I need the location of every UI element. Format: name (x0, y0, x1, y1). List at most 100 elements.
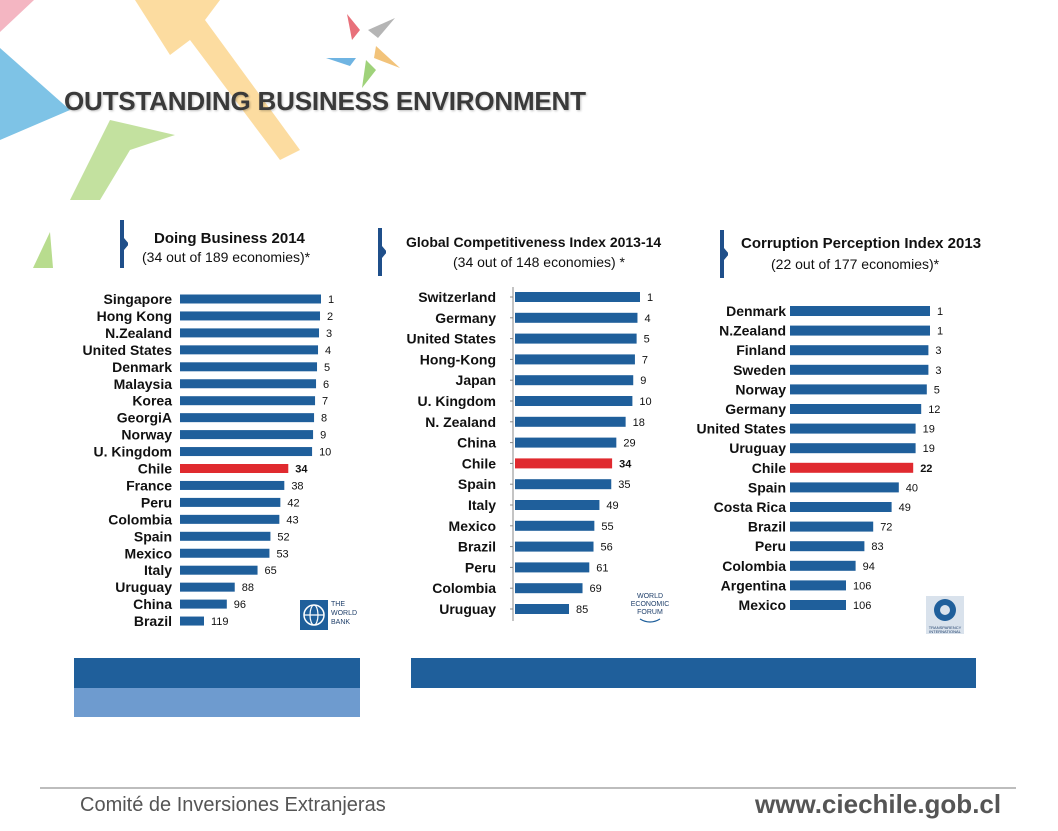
bar (515, 354, 635, 365)
logo-text: TRANSPARENCY INTERNATIONAL (928, 625, 962, 634)
category-label: U. Kingdom (417, 393, 496, 409)
value-label: 10 (319, 447, 331, 459)
bar (790, 325, 930, 336)
bar (180, 379, 317, 389)
category-label: Peru (141, 494, 172, 510)
bar (515, 541, 594, 552)
logo-text: WORLD (636, 593, 664, 600)
category-label: China (133, 596, 172, 612)
ti-emblem-icon (934, 599, 956, 621)
bar (180, 396, 316, 406)
value-label: 1 (647, 292, 653, 304)
bar-highlight (180, 464, 289, 473)
value-label: 9 (640, 375, 646, 387)
bracket-icon (720, 230, 728, 278)
value-label: 119 (211, 616, 229, 628)
value-label: 5 (644, 334, 650, 346)
pink-shape (0, 0, 34, 32)
value-label: 83 (871, 541, 883, 553)
value-label: 7 (322, 396, 328, 408)
bar (515, 437, 617, 448)
chart3-title: Corruption Perception Index 2013 (741, 235, 982, 252)
value-label: 69 (590, 583, 602, 595)
value-label: 4 (325, 345, 331, 357)
category-label: Chile (752, 460, 786, 476)
category-label: Denmark (726, 303, 786, 319)
logo-arrow-gray (368, 18, 395, 38)
value-label: 49 (899, 502, 911, 514)
bar (180, 328, 320, 338)
bar (180, 582, 235, 592)
category-label: Switzerland (418, 289, 496, 305)
bar (790, 443, 916, 454)
bar (790, 306, 930, 316)
logo-text: BANK (331, 619, 351, 626)
bar (790, 384, 927, 395)
bar (180, 599, 227, 609)
category-label: Peru (755, 538, 786, 554)
bar (180, 447, 313, 457)
bar (180, 616, 204, 626)
footer-divider (40, 787, 1016, 789)
value-label: 4 (644, 313, 650, 325)
value-label: 1 (937, 306, 943, 318)
value-label: 1 (328, 294, 334, 306)
value-label: 8 (321, 413, 327, 425)
value-label: 5 (324, 362, 330, 374)
logo-arrow-blue (326, 58, 356, 66)
logo-arrow-yellow (374, 46, 400, 68)
value-label: 38 (291, 480, 303, 492)
blue-band (74, 658, 360, 688)
value-label: 43 (286, 514, 298, 526)
category-label: Chile (138, 461, 172, 477)
chart2-subtitle: (34 out of 148 economies) * (453, 254, 625, 270)
bar (180, 362, 318, 372)
category-label: Peru (465, 559, 496, 575)
bar (790, 541, 865, 552)
footer-url[interactable]: www.ciechile.gob.cl (755, 789, 1002, 819)
logo-arrow-green (362, 60, 376, 88)
bar (515, 292, 640, 302)
chart1-subtitle: (34 out of 189 economies)* (142, 249, 311, 265)
bar (180, 413, 315, 423)
world-bank-logo: THE WORLD BANK (300, 600, 362, 630)
bar (515, 520, 595, 531)
bar (515, 604, 569, 614)
yellow-arrow-shape (135, 0, 300, 160)
bar (180, 294, 321, 304)
value-label: 6 (323, 379, 329, 391)
bar (515, 479, 612, 490)
value-label: 2 (327, 311, 333, 323)
bar-highlight (790, 462, 914, 473)
category-label: N. Zealand (425, 414, 496, 430)
bar (790, 364, 929, 375)
category-label: Japan (456, 372, 496, 388)
category-label: N.Zealand (719, 323, 786, 339)
value-label: 53 (276, 548, 288, 560)
category-label: Norway (735, 381, 786, 397)
category-label: N.Zealand (105, 325, 172, 341)
value-label: 106 (853, 580, 871, 592)
bar (790, 404, 922, 414)
category-label: Finland (736, 342, 786, 358)
bar (180, 497, 281, 507)
value-label: 10 (639, 396, 651, 408)
chart3-subtitle: (22 out of 177 economies)* (771, 256, 940, 272)
category-label: Mexico (125, 545, 172, 561)
light-blue-band (74, 688, 360, 717)
bar-highlight (515, 458, 613, 469)
value-label: 65 (265, 565, 277, 577)
category-label: Italy (468, 497, 496, 513)
bar (790, 423, 916, 434)
logo-text: WORLD (331, 610, 358, 617)
category-label: Brazil (134, 613, 172, 629)
category-label: Spain (458, 476, 496, 492)
bar (180, 311, 321, 321)
category-label: Hong Kong (97, 308, 172, 324)
category-label: Sweden (733, 362, 786, 378)
category-label: Norway (121, 427, 172, 443)
value-label: 35 (618, 479, 630, 491)
category-label: Germany (435, 310, 496, 326)
bar (180, 514, 280, 524)
category-label: Chile (462, 455, 496, 471)
